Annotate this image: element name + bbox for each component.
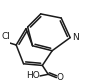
Text: O: O — [57, 73, 64, 82]
Text: Cl: Cl — [2, 32, 11, 41]
Text: N: N — [72, 33, 78, 42]
Text: HO: HO — [26, 71, 40, 80]
